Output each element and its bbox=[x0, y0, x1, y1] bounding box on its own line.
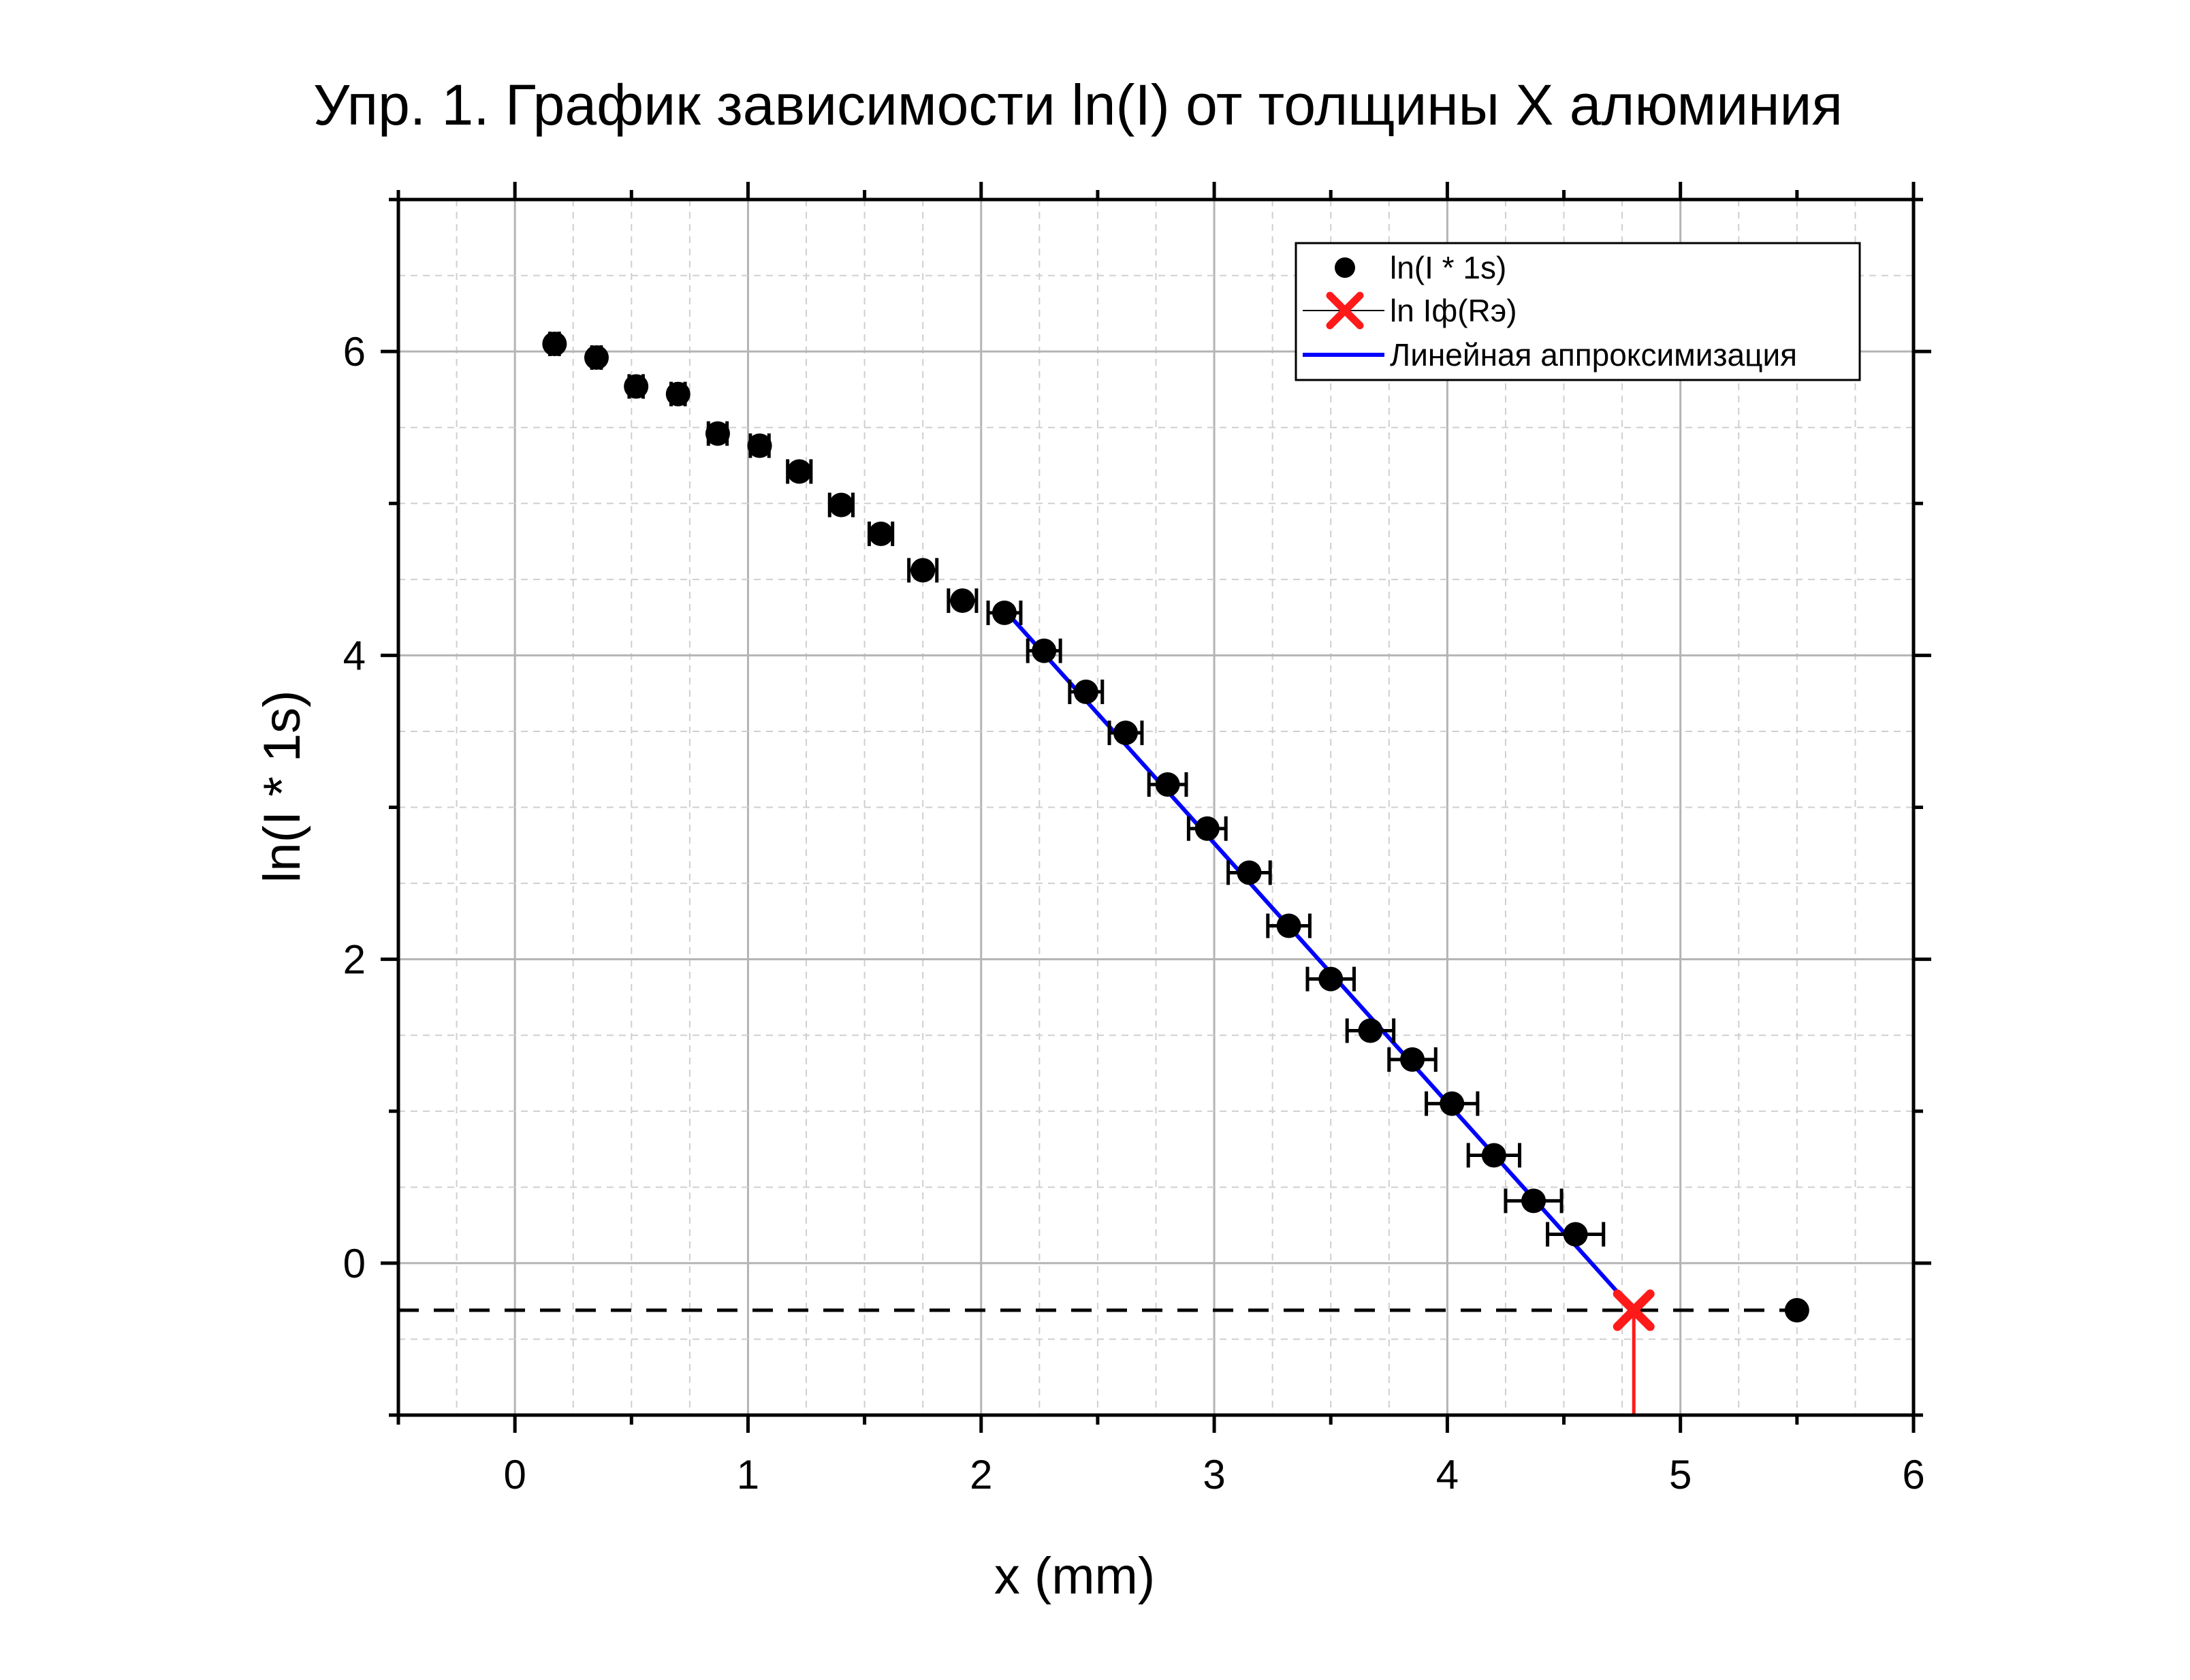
data-point bbox=[1237, 860, 1262, 885]
data-point bbox=[1073, 679, 1098, 704]
x-tick-label: 4 bbox=[1436, 1452, 1459, 1497]
data-point bbox=[1440, 1091, 1465, 1116]
data-point bbox=[910, 558, 936, 583]
legend: ln(I * 1s) ln Iф(Rэ) Линейная аппроксими… bbox=[1295, 242, 1861, 381]
data-point bbox=[584, 345, 609, 370]
legend-label-points: ln(I * 1s) bbox=[1390, 250, 1506, 285]
data-point bbox=[665, 381, 691, 407]
x-tick-label: 0 bbox=[503, 1452, 526, 1497]
data-point bbox=[1521, 1188, 1546, 1214]
data-point bbox=[829, 492, 854, 518]
chart-title: Упр. 1. График зависимости ln(I) от толщ… bbox=[313, 73, 1843, 137]
data-point bbox=[1318, 966, 1344, 992]
y-tick-label: 4 bbox=[343, 633, 366, 678]
data-point bbox=[1358, 1018, 1383, 1043]
y-tick-label: 0 bbox=[343, 1241, 366, 1286]
data-point bbox=[1276, 913, 1301, 938]
data-point bbox=[787, 459, 812, 484]
x-tick-label: 5 bbox=[1669, 1452, 1692, 1497]
plot-data bbox=[398, 331, 1809, 1415]
x-tick-label: 1 bbox=[737, 1452, 759, 1497]
data-point bbox=[542, 331, 567, 356]
data-point bbox=[1155, 772, 1180, 797]
data-point bbox=[624, 374, 649, 399]
legend-marker-cross bbox=[1326, 291, 1364, 330]
y-tick-label: 2 bbox=[343, 937, 366, 983]
data-point bbox=[1194, 816, 1220, 841]
data-point bbox=[1400, 1047, 1425, 1072]
data-point bbox=[705, 421, 730, 446]
cross-marker bbox=[1613, 1289, 1655, 1331]
data-point bbox=[950, 588, 975, 614]
axes: 0 1 2 3 4 5 6 0 2 4 6 bbox=[343, 182, 1931, 1497]
x-tick-label: 3 bbox=[1203, 1452, 1225, 1497]
data-point bbox=[1784, 1298, 1809, 1323]
legend-marker-points bbox=[1335, 257, 1355, 278]
x-axis-label: x (mm) bbox=[994, 1547, 1155, 1605]
x-tick-label: 2 bbox=[970, 1452, 992, 1497]
data-point bbox=[1481, 1143, 1506, 1168]
y-axis-label: ln(I * 1s) bbox=[253, 691, 311, 883]
y-tick-label: 6 bbox=[343, 329, 366, 375]
data-point bbox=[1113, 720, 1138, 746]
data-point bbox=[1032, 638, 1057, 663]
legend-label-fit: Линейная аппроксимизация bbox=[1390, 337, 1797, 373]
data-point bbox=[992, 600, 1017, 625]
data-point bbox=[747, 433, 772, 458]
legend-label-marker: ln Iф(Rэ) bbox=[1390, 293, 1517, 328]
legend-box bbox=[1295, 242, 1861, 381]
data-point bbox=[1563, 1222, 1588, 1247]
x-tick-label: 6 bbox=[1902, 1452, 1924, 1497]
cross-marker-stroke bbox=[1613, 1289, 1655, 1331]
data-point bbox=[868, 521, 893, 546]
